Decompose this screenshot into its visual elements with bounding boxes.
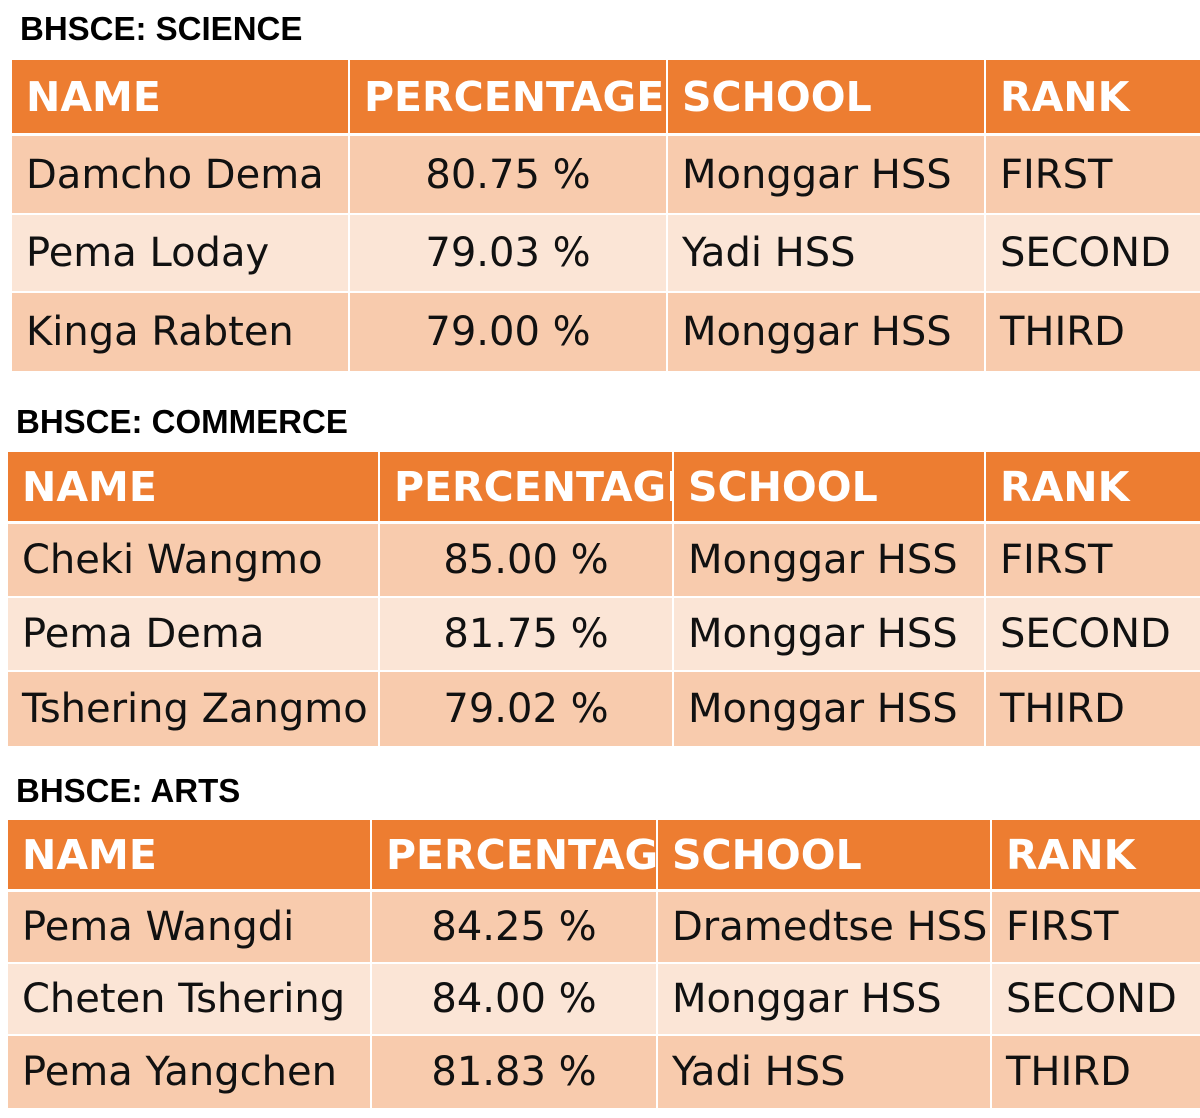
cell-name: Pema Wangdi	[8, 892, 372, 964]
cell-percentage: 79.03 %	[350, 215, 668, 293]
table-row: Cheten Tshering 84.00 % Monggar HSS SECO…	[8, 964, 1200, 1036]
cell-school: Yadi HSS	[658, 1036, 992, 1108]
column-header-name: NAME	[8, 820, 372, 892]
commerce-table: NAME PERCENTAGE SCHOOL RANK Cheki Wangmo…	[8, 452, 1200, 746]
cell-rank: THIRD	[986, 672, 1200, 746]
cell-rank: SECOND	[986, 598, 1200, 672]
table-row: Cheki Wangmo 85.00 % Monggar HSS FIRST	[8, 524, 1200, 598]
table-row: Pema Dema 81.75 % Monggar HSS SECOND	[8, 598, 1200, 672]
table-row: Pema Yangchen 81.83 % Yadi HSS THIRD	[8, 1036, 1200, 1108]
column-header-percentage: PERCENTAGE	[380, 452, 674, 524]
cell-name: Pema Loday	[12, 215, 350, 293]
cell-name: Pema Dema	[8, 598, 380, 672]
cell-percentage: 81.75 %	[380, 598, 674, 672]
cell-name: Damcho Dema	[12, 136, 350, 215]
arts-table: NAME PERCENTAGE SCHOOL RANK Pema Wangdi …	[8, 820, 1200, 1108]
cell-school: Monggar HSS	[674, 598, 986, 672]
cell-rank: THIRD	[986, 293, 1200, 371]
column-header-rank: RANK	[992, 820, 1200, 892]
cell-name: Pema Yangchen	[8, 1036, 372, 1108]
cell-percentage: 85.00 %	[380, 524, 674, 598]
cell-rank: SECOND	[992, 964, 1200, 1036]
cell-school: Monggar HSS	[674, 672, 986, 746]
section-title-commerce: BHSCE: COMMERCE	[16, 403, 348, 440]
table-row: Kinga Rabten 79.00 % Monggar HSS THIRD	[12, 293, 1200, 371]
column-header-school: SCHOOL	[668, 60, 986, 136]
column-header-school: SCHOOL	[674, 452, 986, 524]
column-header-name: NAME	[12, 60, 350, 136]
cell-school: Monggar HSS	[674, 524, 986, 598]
table-header-row: NAME PERCENTAGE SCHOOL RANK	[8, 820, 1200, 892]
cell-rank: FIRST	[992, 892, 1200, 964]
table-row: Damcho Dema 80.75 % Monggar HSS FIRST	[12, 136, 1200, 215]
cell-name: Kinga Rabten	[12, 293, 350, 371]
cell-school: Dramedtse HSS	[658, 892, 992, 964]
cell-rank: THIRD	[992, 1036, 1200, 1108]
science-table: NAME PERCENTAGE SCHOOL RANK Damcho Dema …	[12, 60, 1200, 371]
cell-school: Monggar HSS	[658, 964, 992, 1036]
cell-percentage: 81.83 %	[372, 1036, 658, 1108]
cell-rank: FIRST	[986, 524, 1200, 598]
cell-percentage: 79.02 %	[380, 672, 674, 746]
cell-name: Tshering Zangmo	[8, 672, 380, 746]
cell-percentage: 84.00 %	[372, 964, 658, 1036]
cell-name: Cheten Tshering	[8, 964, 372, 1036]
cell-school: Monggar HSS	[668, 136, 986, 215]
cell-percentage: 80.75 %	[350, 136, 668, 215]
table-header-row: NAME PERCENTAGE SCHOOL RANK	[12, 60, 1200, 136]
cell-rank: FIRST	[986, 136, 1200, 215]
column-header-rank: RANK	[986, 452, 1200, 524]
table-row: Tshering Zangmo 79.02 % Monggar HSS THIR…	[8, 672, 1200, 746]
table-row: Pema Loday 79.03 % Yadi HSS SECOND	[12, 215, 1200, 293]
table-header-row: NAME PERCENTAGE SCHOOL RANK	[8, 452, 1200, 524]
section-title-arts: BHSCE: ARTS	[16, 772, 241, 809]
cell-percentage: 84.25 %	[372, 892, 658, 964]
cell-name: Cheki Wangmo	[8, 524, 380, 598]
column-header-rank: RANK	[986, 60, 1200, 136]
column-header-name: NAME	[8, 452, 380, 524]
column-header-percentage: PERCENTAGE	[372, 820, 658, 892]
column-header-school: SCHOOL	[658, 820, 992, 892]
column-header-percentage: PERCENTAGE	[350, 60, 668, 136]
cell-percentage: 79.00 %	[350, 293, 668, 371]
cell-rank: SECOND	[986, 215, 1200, 293]
table-row: Pema Wangdi 84.25 % Dramedtse HSS FIRST	[8, 892, 1200, 964]
section-title-science: BHSCE: SCIENCE	[20, 10, 303, 47]
cell-school: Yadi HSS	[668, 215, 986, 293]
cell-school: Monggar HSS	[668, 293, 986, 371]
